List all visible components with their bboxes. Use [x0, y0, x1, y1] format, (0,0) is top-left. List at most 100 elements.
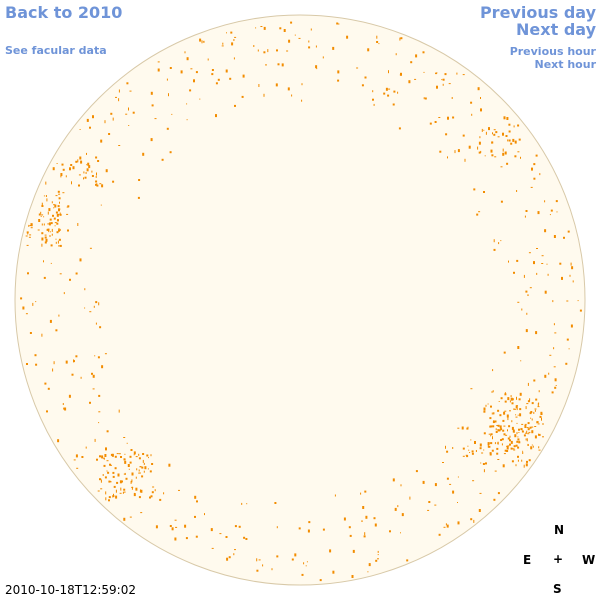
facula-dot [53, 361, 55, 365]
facula-dot [112, 117, 114, 121]
facula-dot [96, 458, 98, 461]
facula-dot [511, 402, 514, 405]
facula-dot [465, 454, 468, 456]
facula-dot [395, 53, 397, 56]
previous-day-link[interactable]: Previous day [479, 3, 596, 22]
facula-dot [59, 244, 62, 247]
facula-dot [161, 158, 164, 161]
facula-dot [553, 347, 555, 350]
facula-dot [511, 460, 514, 463]
facula-dot [310, 28, 312, 31]
facula-dot [67, 229, 69, 232]
facula-dot [538, 402, 540, 405]
facula-dot [143, 462, 145, 465]
facula-dot [58, 229, 60, 232]
facula-dot [211, 73, 214, 76]
facula-dot [470, 101, 473, 104]
facula-dot [56, 231, 59, 234]
facula-dot [41, 237, 44, 241]
facula-dot [399, 74, 401, 76]
facula-dot [57, 240, 59, 244]
facula-dot [446, 477, 449, 480]
facula-dot [483, 469, 485, 473]
facula-dot [497, 136, 500, 138]
facula-dot [487, 444, 489, 448]
facula-dot [319, 579, 322, 582]
facula-dot [68, 394, 71, 398]
facula-dot [201, 40, 203, 44]
facula-dot [281, 63, 284, 67]
facula-dot [537, 406, 540, 408]
next-hour-link[interactable]: Next hour [534, 58, 597, 71]
facula-dot [491, 141, 494, 144]
facula-dot [92, 388, 95, 390]
facula-dot [502, 152, 505, 156]
facula-dot [477, 87, 480, 91]
facula-dot [34, 354, 37, 357]
facula-dot [526, 427, 529, 429]
facula-dot [507, 437, 510, 440]
facula-dot [523, 274, 525, 278]
facula-dot [524, 423, 527, 425]
facula-dot [406, 559, 409, 562]
facula-dot [525, 406, 527, 410]
facula-dot [508, 139, 511, 142]
facula-dot [480, 462, 482, 464]
facula-dot [500, 166, 503, 168]
facula-dot [106, 470, 108, 472]
facula-dot [548, 372, 550, 375]
facula-dot [501, 443, 503, 446]
facula-dot [493, 129, 496, 131]
facula-dot [151, 104, 154, 107]
facula-dot [88, 165, 91, 169]
compass-center-icon: + [553, 552, 564, 566]
facula-dot [234, 525, 237, 528]
facula-dot [47, 223, 50, 225]
facula-dot [27, 272, 29, 275]
facula-dot [510, 440, 513, 444]
facula-dot [97, 356, 100, 359]
facula-dot [527, 400, 530, 403]
facula-dot [508, 130, 511, 133]
facula-dot [571, 266, 574, 270]
compass-west-label: W [582, 553, 596, 567]
compass-east-label: E [523, 553, 532, 567]
facula-dot [478, 141, 481, 145]
facula-dot [58, 245, 60, 247]
facula-dot [146, 454, 149, 457]
facula-dot [539, 415, 542, 418]
facula-dot [495, 131, 498, 134]
previous-hour-link[interactable]: Previous hour [509, 45, 596, 58]
facula-dot [394, 507, 397, 511]
facula-dot [500, 240, 502, 242]
facula-dot [478, 509, 481, 512]
facula-dot [246, 503, 248, 505]
facula-dot [64, 407, 67, 411]
facula-dot [123, 488, 126, 491]
facula-dot [62, 192, 65, 194]
facula-dot [493, 133, 496, 136]
facula-dot [56, 213, 59, 217]
facula-dot [352, 549, 355, 553]
facula-dot [536, 421, 538, 424]
facula-dot [526, 438, 528, 442]
facula-dot [215, 82, 218, 85]
facula-dot [361, 84, 364, 87]
facula-dot [87, 162, 90, 166]
facula-dot [150, 495, 153, 498]
facula-dot [105, 491, 107, 495]
facula-dot [550, 209, 553, 212]
facula-dot [467, 426, 469, 429]
facula-dot [515, 405, 518, 409]
facula-dot [66, 213, 69, 215]
next-day-link[interactable]: Next day [516, 20, 596, 39]
facula-dot [488, 127, 490, 131]
back-to-year-link[interactable]: Back to 2010 [5, 3, 123, 22]
facula-dot [52, 214, 54, 217]
facular-data-link[interactable]: See facular data [5, 44, 107, 57]
facula-dot [544, 374, 547, 378]
facula-dot [322, 56, 324, 59]
facula-dot [115, 495, 118, 499]
facula-dot [513, 445, 516, 448]
facula-dot [48, 229, 50, 233]
